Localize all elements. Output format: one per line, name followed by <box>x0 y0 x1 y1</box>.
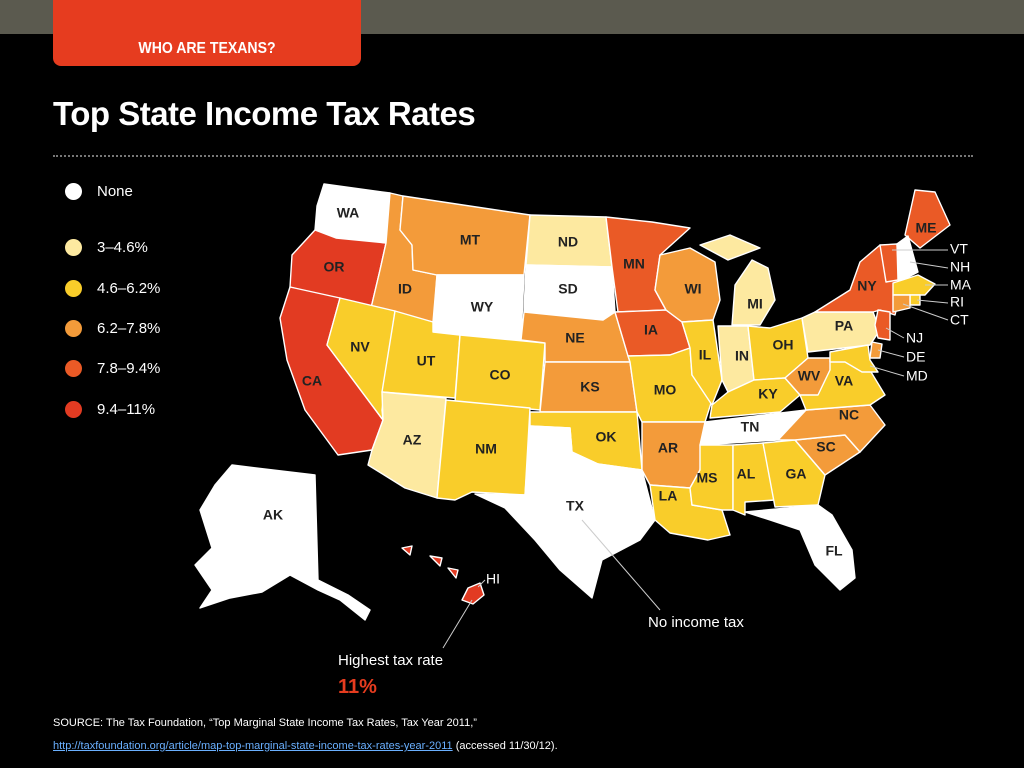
highest-rate-pointer <box>442 599 473 649</box>
state-ak[interactable] <box>194 464 371 621</box>
section-tab-label: WHO ARE TEXANS? <box>138 40 276 57</box>
legend-swatch <box>65 183 82 200</box>
legend-swatch <box>65 320 82 337</box>
state-mi[interactable] <box>699 234 776 326</box>
legend-label: 4.6–6.2% <box>97 280 161 297</box>
label-al: AL <box>737 466 756 482</box>
label-hi: HI <box>486 571 500 587</box>
label-me: ME <box>916 220 937 236</box>
state-ct[interactable] <box>892 294 911 313</box>
label-pa: PA <box>835 318 853 334</box>
leader-line <box>877 349 905 358</box>
state-de[interactable] <box>869 341 883 359</box>
state-tx[interactable] <box>474 425 656 599</box>
label-wa: WA <box>337 205 360 221</box>
source-link-line: http://taxfoundation.org/article/map-top… <box>53 740 558 752</box>
label-ny: NY <box>857 278 877 294</box>
label-nh: NH <box>950 259 970 275</box>
label-ct: CT <box>950 312 969 328</box>
label-ga: GA <box>786 466 807 482</box>
state-wv[interactable] <box>784 357 831 396</box>
label-az: AZ <box>403 432 422 448</box>
leader-line <box>902 303 949 321</box>
label-ne: NE <box>565 330 584 346</box>
source-link[interactable]: http://taxfoundation.org/article/map-top… <box>53 740 453 752</box>
label-nm: NM <box>475 441 497 457</box>
legend-swatch <box>65 401 82 418</box>
label-ms: MS <box>697 470 718 486</box>
no-income-tax-callout: No income tax <box>648 614 744 631</box>
title-divider <box>53 155 973 157</box>
leader-line <box>885 327 905 339</box>
label-ok: OK <box>596 429 617 445</box>
leader-line <box>869 365 905 377</box>
label-sc: SC <box>816 439 835 455</box>
label-ma: MA <box>950 277 972 293</box>
label-vt: VT <box>950 241 968 257</box>
label-wi: WI <box>684 281 701 297</box>
label-ca: CA <box>302 373 322 389</box>
label-ia: IA <box>644 322 658 338</box>
legend-label: 9.4–11% <box>97 401 156 418</box>
label-fl: FL <box>825 543 843 559</box>
state-me[interactable] <box>904 189 951 249</box>
state-md[interactable] <box>829 344 879 373</box>
state-nm[interactable] <box>436 399 531 501</box>
legend-swatch <box>65 239 82 256</box>
label-wy: WY <box>471 299 494 315</box>
label-id: ID <box>398 281 412 297</box>
label-or: OR <box>324 259 345 275</box>
legend-label: None <box>97 183 133 200</box>
label-ut: UT <box>417 353 436 369</box>
label-nj: NJ <box>906 330 923 346</box>
legend-label: 6.2–7.8% <box>97 320 161 337</box>
label-la: LA <box>659 488 678 504</box>
label-sd: SD <box>558 281 577 297</box>
label-il: IL <box>699 347 712 363</box>
label-mo: MO <box>654 382 677 398</box>
highest-rate-value: 11% <box>338 676 377 698</box>
leader-line <box>477 579 486 588</box>
label-de: DE <box>906 349 925 365</box>
state-hi[interactable] <box>401 545 485 605</box>
label-ak: AK <box>263 507 283 523</box>
label-ar: AR <box>658 440 678 456</box>
source-accessed: (accessed 11/30/12). <box>452 740 558 752</box>
state-fl[interactable] <box>744 504 856 591</box>
page-title: Top State Income Tax Rates <box>53 95 476 132</box>
label-nc: NC <box>839 407 859 423</box>
label-md: MD <box>906 368 928 384</box>
legend-swatch <box>65 360 82 377</box>
label-co: CO <box>490 367 511 383</box>
legend-swatch <box>65 280 82 297</box>
leader-line <box>909 261 949 269</box>
label-nd: ND <box>558 234 578 250</box>
state-nh[interactable] <box>896 235 919 283</box>
source-citation: SOURCE: The Tax Foundation, “Top Margina… <box>53 717 477 729</box>
label-va: VA <box>835 373 853 389</box>
no-income-tax-pointer <box>581 519 661 611</box>
label-mn: MN <box>623 256 645 272</box>
label-wv: WV <box>798 368 821 384</box>
state-ma[interactable] <box>892 274 936 296</box>
label-mt: MT <box>460 232 481 248</box>
section-tab[interactable]: WHO ARE TEXANS? <box>53 0 361 66</box>
label-ri: RI <box>950 294 964 310</box>
leader-line <box>916 299 949 304</box>
label-tn: TN <box>741 419 760 435</box>
highest-rate-callout: Highest tax rate <box>338 652 444 669</box>
label-in: IN <box>735 348 749 364</box>
state-vt[interactable] <box>879 243 899 283</box>
label-oh: OH <box>773 337 794 353</box>
label-ks: KS <box>580 379 599 395</box>
legend-label: 3–4.6% <box>97 239 148 256</box>
legend-label: 7.8–9.4% <box>97 360 161 377</box>
state-nj[interactable] <box>874 309 891 341</box>
label-nv: NV <box>350 339 370 355</box>
label-ky: KY <box>758 386 778 402</box>
label-tx: TX <box>566 498 585 514</box>
label-mi: MI <box>747 296 763 312</box>
